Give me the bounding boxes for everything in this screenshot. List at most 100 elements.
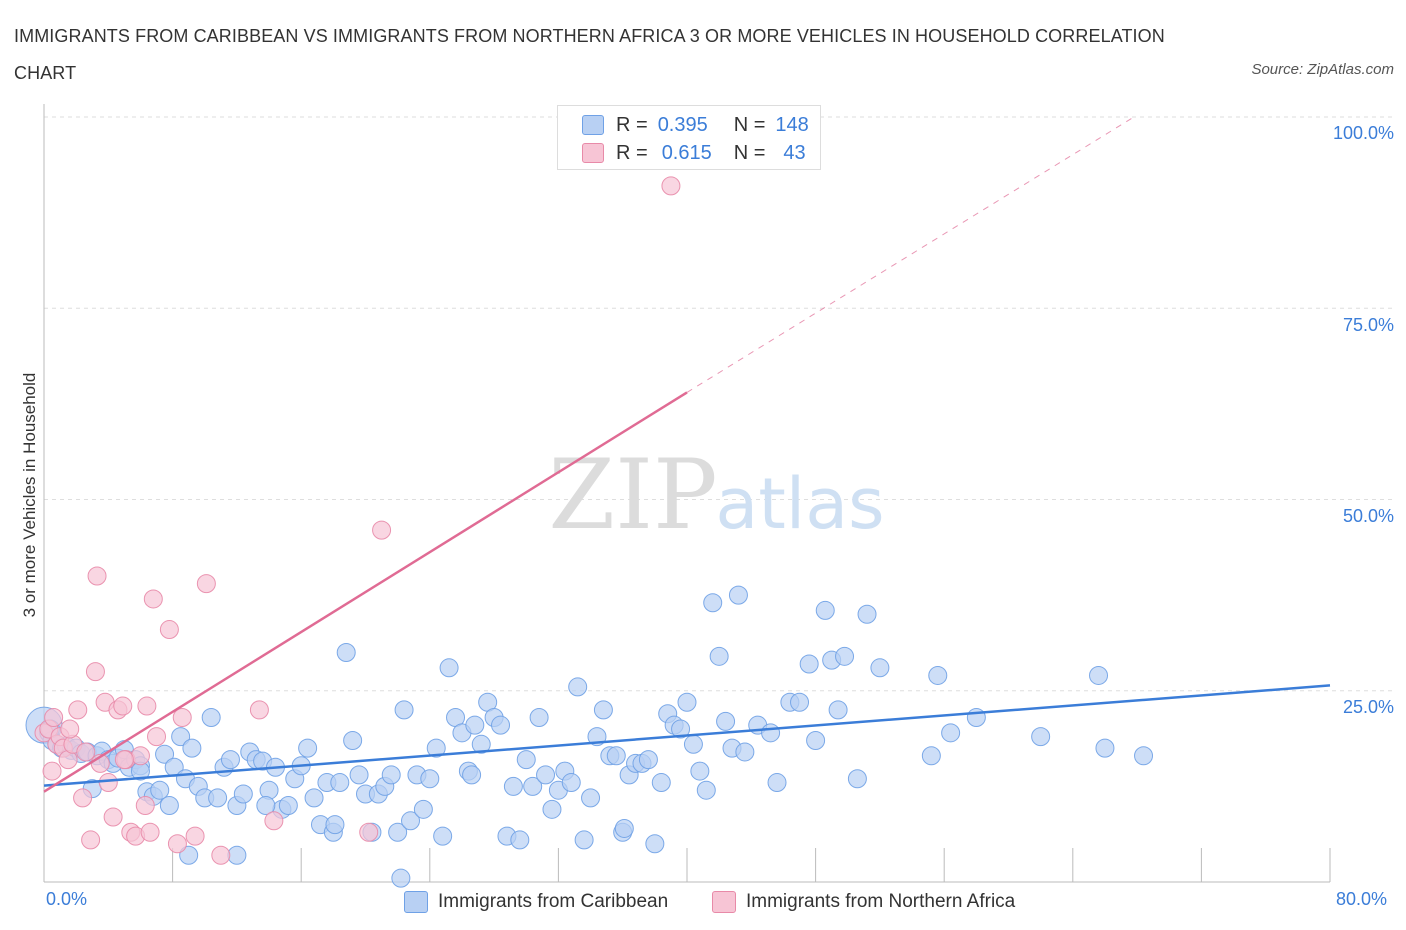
point-caribbean: [343, 730, 363, 750]
point-caribbean: [171, 727, 191, 747]
point-northern-africa: [113, 696, 133, 716]
point-caribbean: [325, 815, 345, 835]
point-northern-africa: [172, 708, 192, 728]
bottom-legend-label-caribbean: Immigrants from Caribbean: [438, 891, 669, 912]
point-caribbean: [1095, 738, 1115, 758]
point-caribbean: [256, 796, 276, 815]
point-caribbean: [928, 665, 948, 685]
point-northern-africa: [661, 176, 681, 196]
point-caribbean: [828, 700, 848, 720]
y-tick-label-75: 75.0%: [1342, 315, 1394, 335]
y-tick-label-50: 50.0%: [1342, 506, 1394, 526]
point-caribbean: [465, 715, 485, 735]
point-northern-africa: [137, 696, 157, 716]
point-northern-africa: [211, 845, 231, 865]
point-northern-africa: [359, 822, 379, 842]
point-northern-africa: [114, 750, 134, 770]
point-caribbean: [336, 643, 356, 662]
point-northern-africa: [140, 822, 160, 842]
point-caribbean: [304, 788, 324, 808]
point-northern-africa: [147, 727, 167, 747]
point-caribbean: [208, 788, 228, 808]
point-caribbean: [391, 868, 411, 888]
point-caribbean: [529, 708, 549, 728]
legend-r-value: 0.395: [657, 113, 708, 136]
point-caribbean: [728, 585, 748, 605]
point-caribbean: [921, 746, 941, 766]
trend-line-northern-africa: [43, 391, 688, 793]
point-caribbean: [159, 796, 179, 815]
point-northern-africa: [130, 746, 150, 766]
bottom-legend-northern-africa: Immigrants from Northern Africa: [712, 889, 1015, 915]
point-caribbean: [1031, 727, 1051, 747]
point-caribbean: [155, 744, 175, 764]
point-caribbean: [227, 845, 247, 865]
legend-r-label: R =: [616, 113, 648, 136]
point-caribbean: [806, 730, 826, 750]
point-northern-africa: [85, 662, 105, 682]
point-caribbean: [1089, 665, 1109, 685]
bottom-legend-label-northern-africa: Immigrants from Northern Africa: [746, 891, 1016, 912]
point-northern-africa: [76, 742, 96, 762]
point-caribbean: [259, 780, 279, 800]
point-caribbean: [220, 750, 240, 770]
point-caribbean: [857, 604, 877, 624]
y-axis-label: 3 or more Vehicles in Household: [20, 372, 39, 618]
chart-title: IMMIGRANTS FROM CARIBBEAN VS IMMIGRANTS …: [14, 26, 1165, 83]
point-caribbean: [651, 773, 671, 793]
point-caribbean: [735, 742, 755, 762]
point-caribbean: [201, 708, 221, 728]
bottom-legend-swatch-caribbean: [404, 891, 428, 913]
point-caribbean: [394, 700, 414, 720]
point-caribbean: [349, 765, 369, 785]
point-northern-africa: [73, 788, 93, 808]
point-caribbean: [677, 692, 697, 712]
legend-n-value: 43: [783, 141, 806, 164]
data-points: [25, 176, 1154, 888]
point-northern-africa: [98, 773, 118, 793]
point-caribbean: [401, 811, 421, 831]
point-caribbean: [815, 600, 835, 620]
point-caribbean: [790, 692, 810, 712]
legend-swatch-northern-africa: [582, 143, 604, 163]
bottom-legend-caribbean: Immigrants from Caribbean: [404, 889, 668, 915]
point-northern-africa: [81, 830, 101, 850]
point-northern-africa: [135, 796, 155, 815]
point-caribbean: [761, 723, 781, 743]
watermark-atlas: atlas: [715, 463, 884, 545]
bottom-legend-swatch-northern-africa: [712, 891, 736, 913]
point-northern-africa: [103, 807, 123, 827]
point-caribbean: [870, 658, 890, 678]
point-caribbean: [420, 769, 440, 789]
x-tick-label-end: 80.0%: [1336, 889, 1388, 909]
point-caribbean: [835, 646, 855, 666]
legend-n-label: N =: [733, 141, 766, 164]
trend-extension-northern-africa: [686, 116, 1135, 393]
point-northern-africa: [60, 719, 80, 739]
point-caribbean: [413, 799, 433, 819]
point-caribbean: [439, 658, 459, 678]
point-caribbean: [574, 830, 594, 850]
point-caribbean: [503, 776, 523, 796]
point-northern-africa: [87, 566, 107, 586]
point-caribbean: [298, 738, 318, 758]
point-caribbean: [278, 796, 298, 815]
point-northern-africa: [185, 826, 205, 846]
point-caribbean: [523, 776, 543, 796]
axes: [43, 104, 1331, 883]
point-caribbean: [941, 723, 961, 743]
point-caribbean: [471, 734, 491, 754]
point-caribbean: [150, 780, 170, 800]
point-caribbean: [462, 765, 482, 785]
legend-n-label: N =: [733, 113, 766, 136]
point-caribbean: [568, 677, 588, 697]
point-caribbean: [847, 769, 867, 789]
point-caribbean: [561, 773, 581, 793]
point-northern-africa: [44, 708, 64, 728]
point-caribbean: [1134, 746, 1154, 766]
trend-lines: [43, 116, 1331, 793]
point-caribbean: [388, 822, 408, 842]
point-caribbean: [510, 830, 530, 850]
legend-r-label: R =: [616, 141, 648, 164]
point-caribbean: [683, 734, 703, 754]
